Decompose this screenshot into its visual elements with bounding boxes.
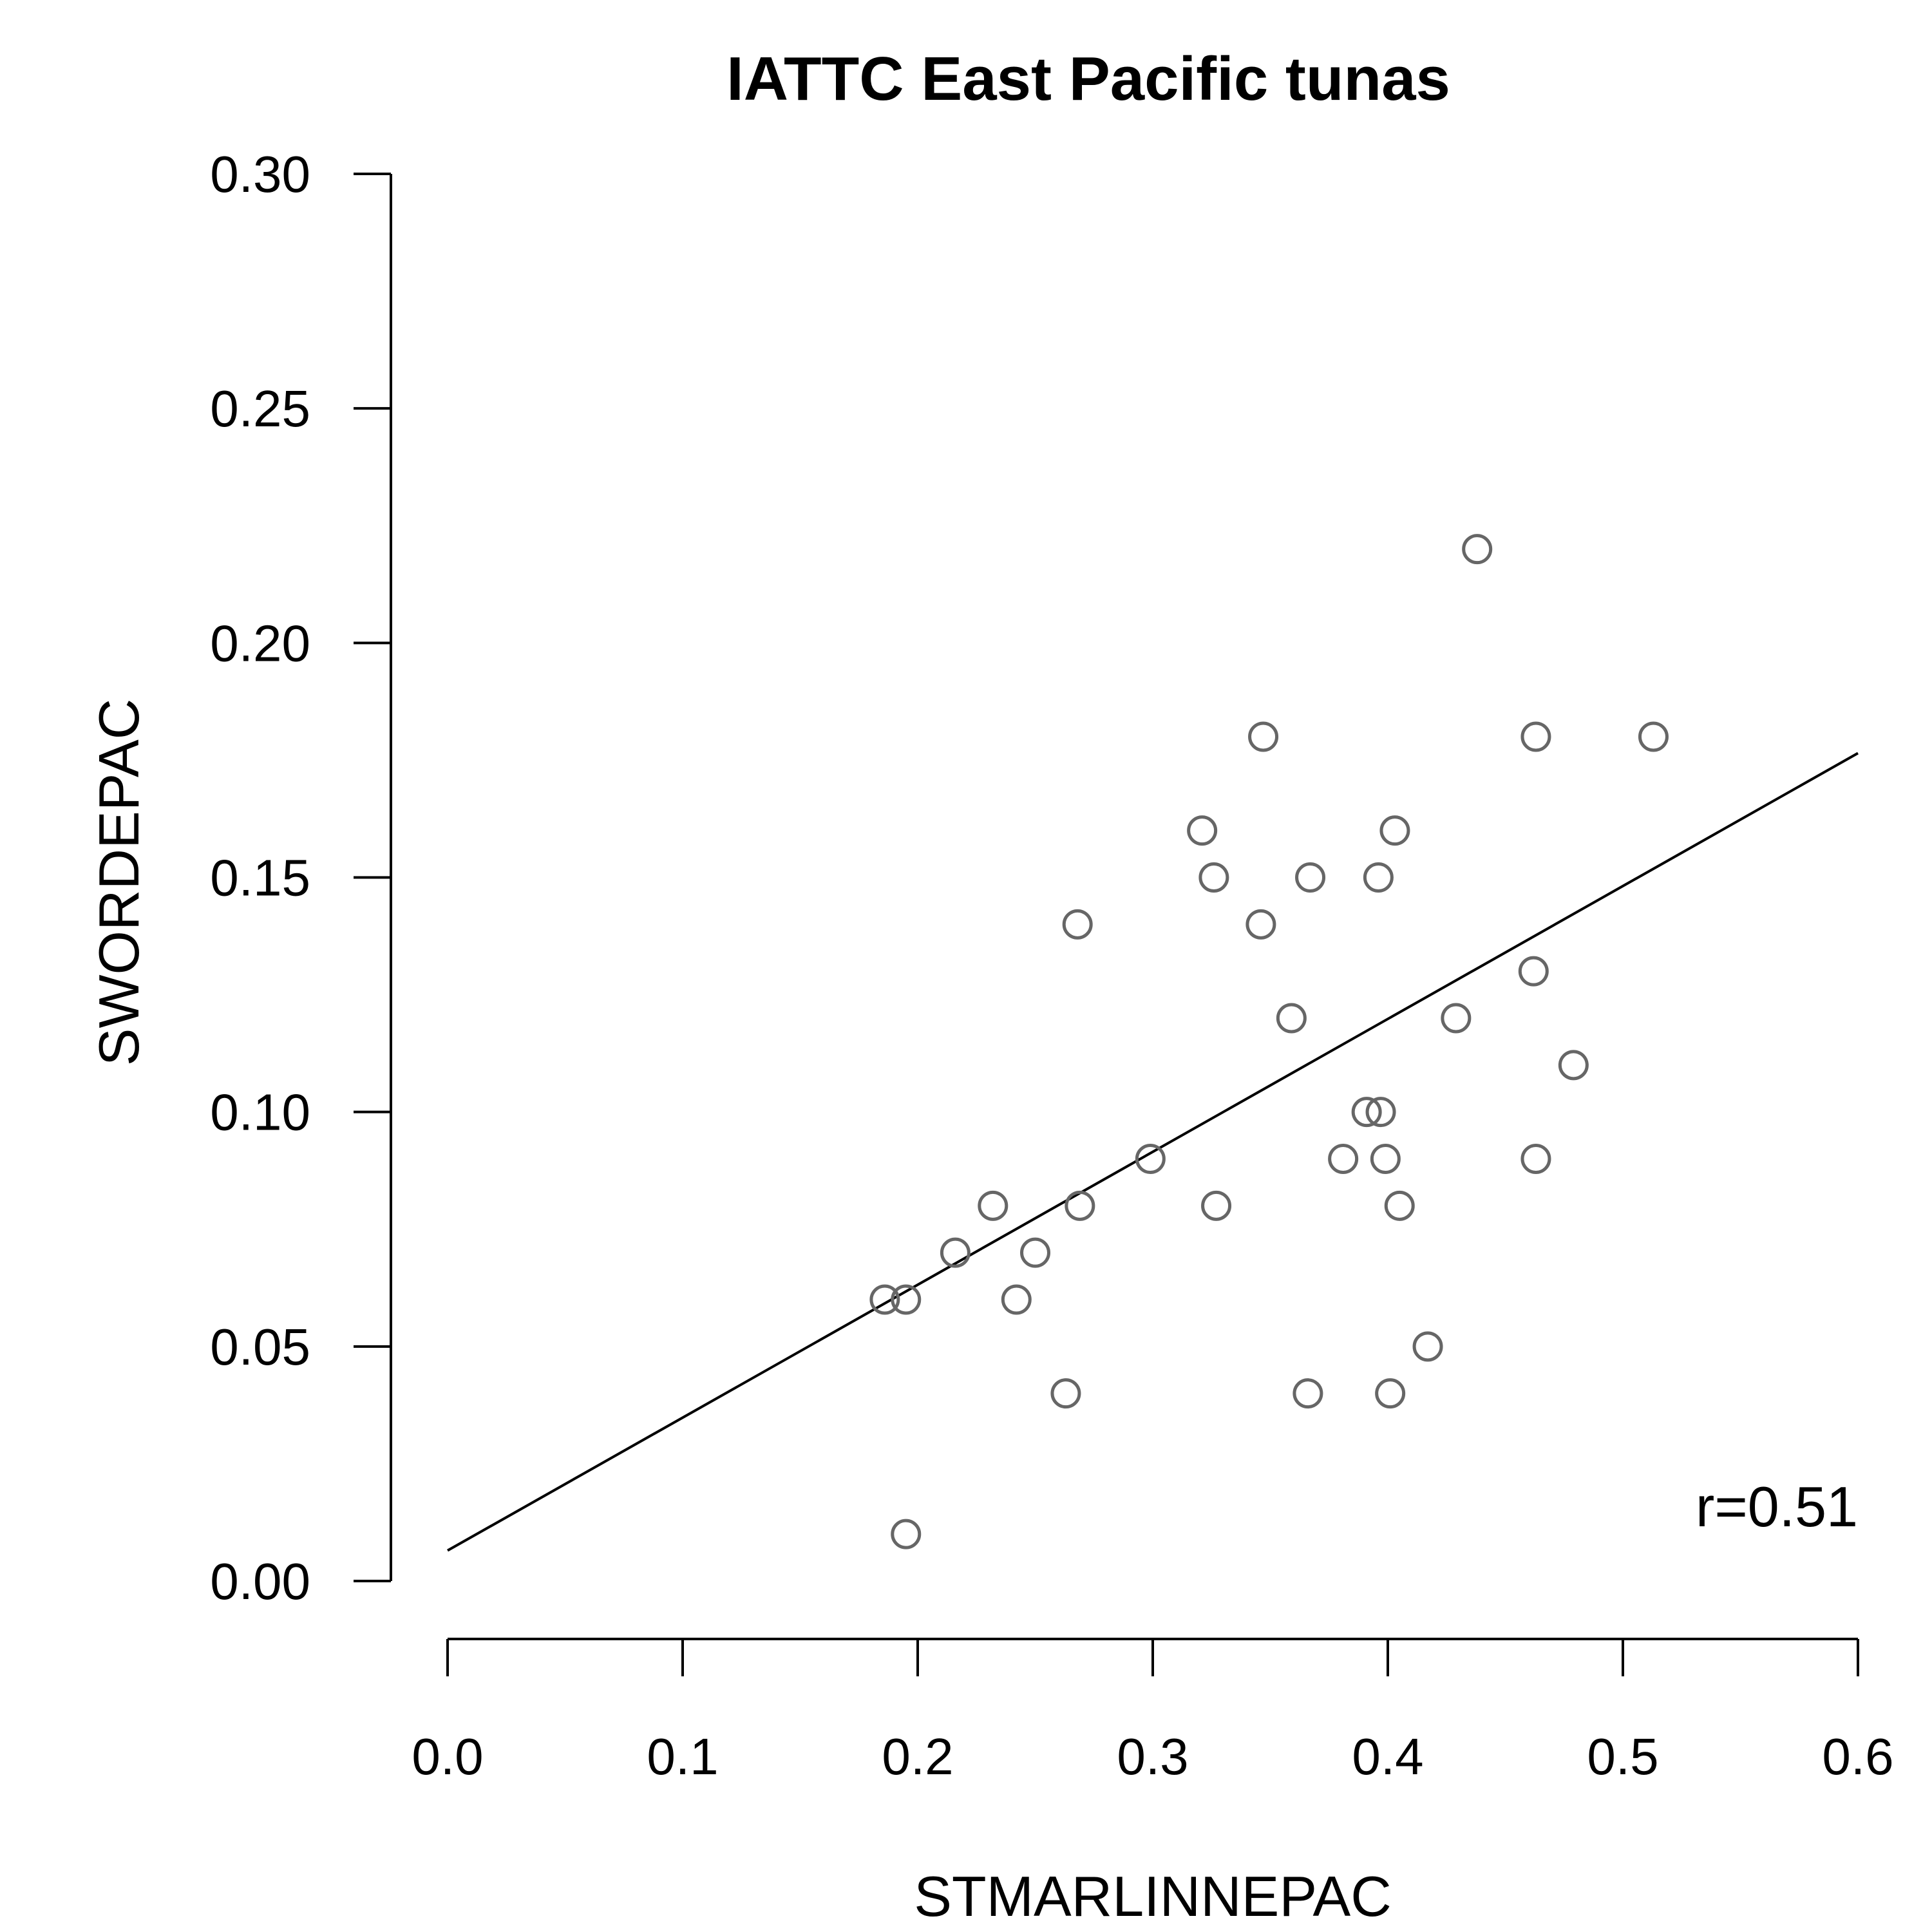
data-point	[1518, 956, 1549, 987]
data-points	[869, 534, 1669, 1549]
data-point	[1363, 862, 1394, 893]
data-point	[1379, 815, 1410, 846]
data-point	[1638, 721, 1669, 752]
x-axis: 0.0 0.1 0.2 0.3 0.4 0.5 0.6	[412, 1638, 1894, 1785]
y-axis-label: SWORDEPAC	[87, 699, 151, 1066]
data-point	[1020, 1237, 1050, 1268]
data-point	[1065, 1190, 1095, 1221]
y-axis: 0.00 0.05 0.10 0.15 0.20 0.25 0.30	[210, 146, 392, 1610]
x-tick-label: 0.4	[1352, 1728, 1423, 1785]
x-tick-label: 0.0	[412, 1728, 483, 1785]
y-tick-label: 0.00	[210, 1553, 310, 1610]
y-tick-label: 0.05	[210, 1318, 310, 1376]
data-point	[891, 1519, 922, 1549]
data-point	[1293, 1378, 1323, 1409]
data-point	[1375, 1378, 1406, 1409]
data-point	[1276, 1003, 1307, 1034]
data-point	[1462, 534, 1493, 565]
data-point	[1187, 815, 1218, 846]
data-point	[1245, 909, 1276, 940]
y-tick-label: 0.30	[210, 146, 310, 203]
data-point	[1441, 1003, 1472, 1034]
x-tick-label: 0.2	[882, 1728, 953, 1785]
data-point	[1520, 721, 1551, 752]
data-point	[1365, 1097, 1396, 1128]
data-point	[1295, 862, 1326, 893]
data-point	[1248, 721, 1279, 752]
data-point	[1384, 1190, 1415, 1221]
correlation-annotation: r=0.51	[1696, 1475, 1858, 1539]
y-tick-label: 0.25	[210, 380, 310, 437]
data-point	[1062, 909, 1093, 940]
x-tick-label: 0.5	[1587, 1728, 1658, 1785]
data-point	[1198, 862, 1229, 893]
data-point	[891, 1284, 922, 1315]
chart-title: IATTC East Pacific tunas	[726, 44, 1450, 113]
y-tick-label: 0.15	[210, 849, 310, 907]
x-tick-label: 0.3	[1117, 1728, 1188, 1785]
data-point	[978, 1190, 1009, 1221]
data-point	[1351, 1097, 1382, 1128]
data-point	[1412, 1331, 1443, 1362]
x-axis-label: STMARLINNEPAC	[914, 1864, 1392, 1928]
data-point	[1370, 1144, 1401, 1174]
regression-line-group	[447, 752, 1859, 1552]
data-point	[869, 1284, 900, 1315]
y-tick-label: 0.20	[210, 614, 310, 672]
data-point	[940, 1237, 971, 1268]
y-tick-label: 0.10	[210, 1084, 310, 1141]
data-point	[1558, 1050, 1589, 1081]
data-point	[1050, 1378, 1081, 1409]
regression-line	[447, 752, 1859, 1552]
x-tick-label: 0.1	[647, 1728, 718, 1785]
x-tick-label: 0.6	[1822, 1728, 1893, 1785]
data-point	[1520, 1144, 1551, 1174]
data-point	[1201, 1190, 1232, 1221]
data-point	[1001, 1284, 1032, 1315]
data-point	[1135, 1144, 1166, 1174]
data-point	[1328, 1144, 1359, 1174]
